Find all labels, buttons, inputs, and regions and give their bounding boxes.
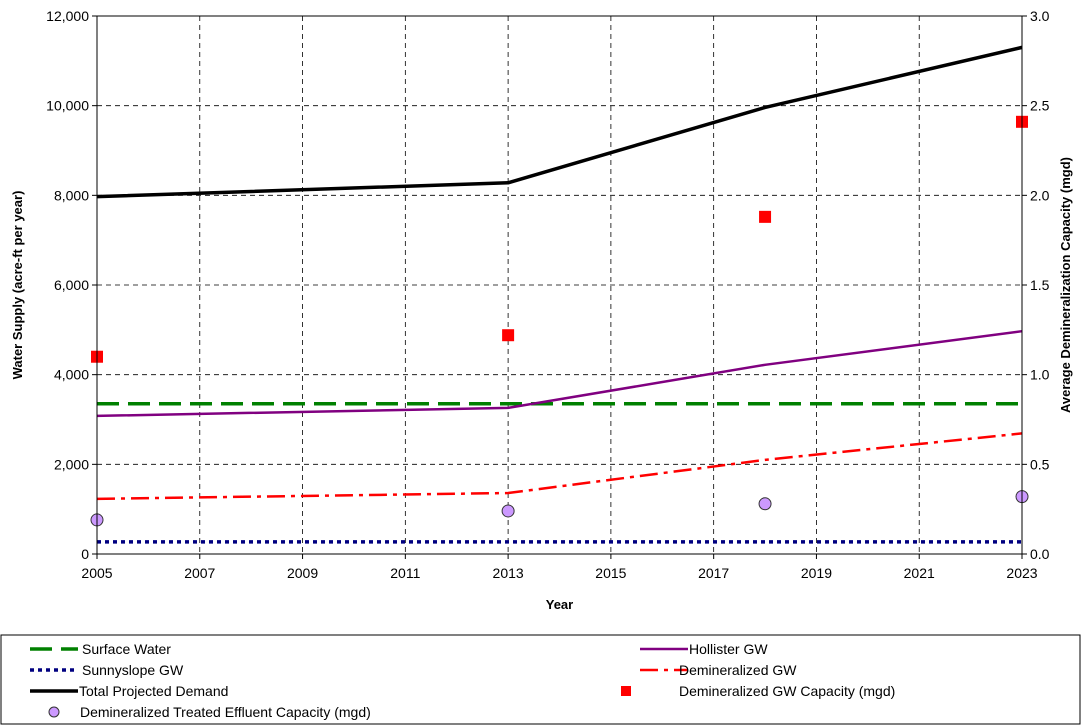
legend-item-demineralized-treated-effluent-capacity-mgd: Demineralized Treated Effluent Capacity … [48, 704, 371, 720]
x-tick-label: 2013 [493, 565, 524, 581]
x-tick-label: 2009 [287, 565, 318, 581]
legend-item-demineralized-gw: Demineralized GW [640, 662, 797, 678]
demineralized-treated-effluent-capacity-mgd-point [501, 504, 515, 518]
legend-swatch [48, 706, 60, 718]
total-projected-demand-line [96, 45, 1023, 199]
legend-label: Demineralized GW Capacity (mgd) [679, 683, 895, 699]
demineralized-treated-effluent-capacity-mgd-point [758, 497, 772, 511]
x-tick-label: 2019 [801, 565, 832, 581]
legend-swatch [621, 686, 631, 696]
legend-item-demineralized-gw-capacity-mgd: Demineralized GW Capacity (mgd) [621, 683, 895, 699]
legend-label: Surface Water [82, 641, 171, 657]
legend-item-hollister-gw: Hollister GW [640, 641, 768, 657]
x-tick-label: 2017 [698, 565, 729, 581]
legend-item-total-projected-demand: Total Projected Demand [30, 683, 228, 699]
y-tick-label: 4,000 [54, 367, 89, 383]
legend-label: Hollister GW [689, 641, 768, 657]
legend-item-surface-water: Surface Water [30, 641, 171, 657]
hollister-gw-line [96, 329, 1023, 418]
y2-tick-label: 1.5 [1030, 277, 1050, 293]
legend-box [0, 634, 1081, 725]
axes: 2005 2007 2009 2011 2013 2015 2017 2019 2021 2023… [46, 8, 1050, 581]
y-tick-label: 2,000 [54, 456, 89, 472]
demineralized-gw-line [96, 432, 1023, 501]
series-layer [96, 45, 1023, 544]
y2-tick-label: 3.0 [1030, 8, 1050, 24]
y-tick-label: 12,000 [46, 8, 89, 24]
x-axis-title: Year [546, 597, 573, 612]
x-tick-label: 2023 [1006, 565, 1037, 581]
y2-tick-label: 2.5 [1030, 98, 1050, 114]
x-tick-label: 2021 [904, 565, 935, 581]
legend-label: Demineralized GW [679, 662, 797, 678]
legend: Surface Water Hollister GW Sunnyslope GW De… [30, 641, 895, 720]
legend-label: Sunnyslope GW [82, 662, 184, 678]
y2-tick-label: 1.0 [1030, 367, 1050, 383]
y2-tick-label: 0.5 [1030, 456, 1050, 472]
y-axis-title: Water Supply (acre-ft per year) [10, 191, 25, 380]
y2-tick-label: 2.0 [1030, 187, 1050, 203]
x-tick-label: 2005 [81, 565, 112, 581]
x-tick-label: 2015 [595, 565, 626, 581]
demineralized-gw-capacity-mgd-point [502, 329, 515, 342]
x-tick-label: 2007 [184, 565, 215, 581]
y-tick-label: 0 [81, 546, 89, 562]
y2-axis-title: Average Demineralization Capacity (mgd) [1058, 157, 1073, 413]
y-tick-label: 8,000 [54, 187, 89, 203]
x-tick-label: 2011 [390, 565, 420, 581]
y-tick-label: 6,000 [54, 277, 89, 293]
y-tick-label: 10,000 [46, 98, 89, 114]
y2-tick-label: 0.0 [1030, 546, 1050, 562]
grid [97, 16, 1022, 554]
legend-item-sunnyslope-gw: Sunnyslope GW [30, 662, 184, 678]
demineralized-gw-capacity-mgd-point [759, 210, 772, 223]
legend-label: Total Projected Demand [79, 683, 228, 699]
legend-label: Demineralized Treated Effluent Capacity … [80, 704, 371, 720]
